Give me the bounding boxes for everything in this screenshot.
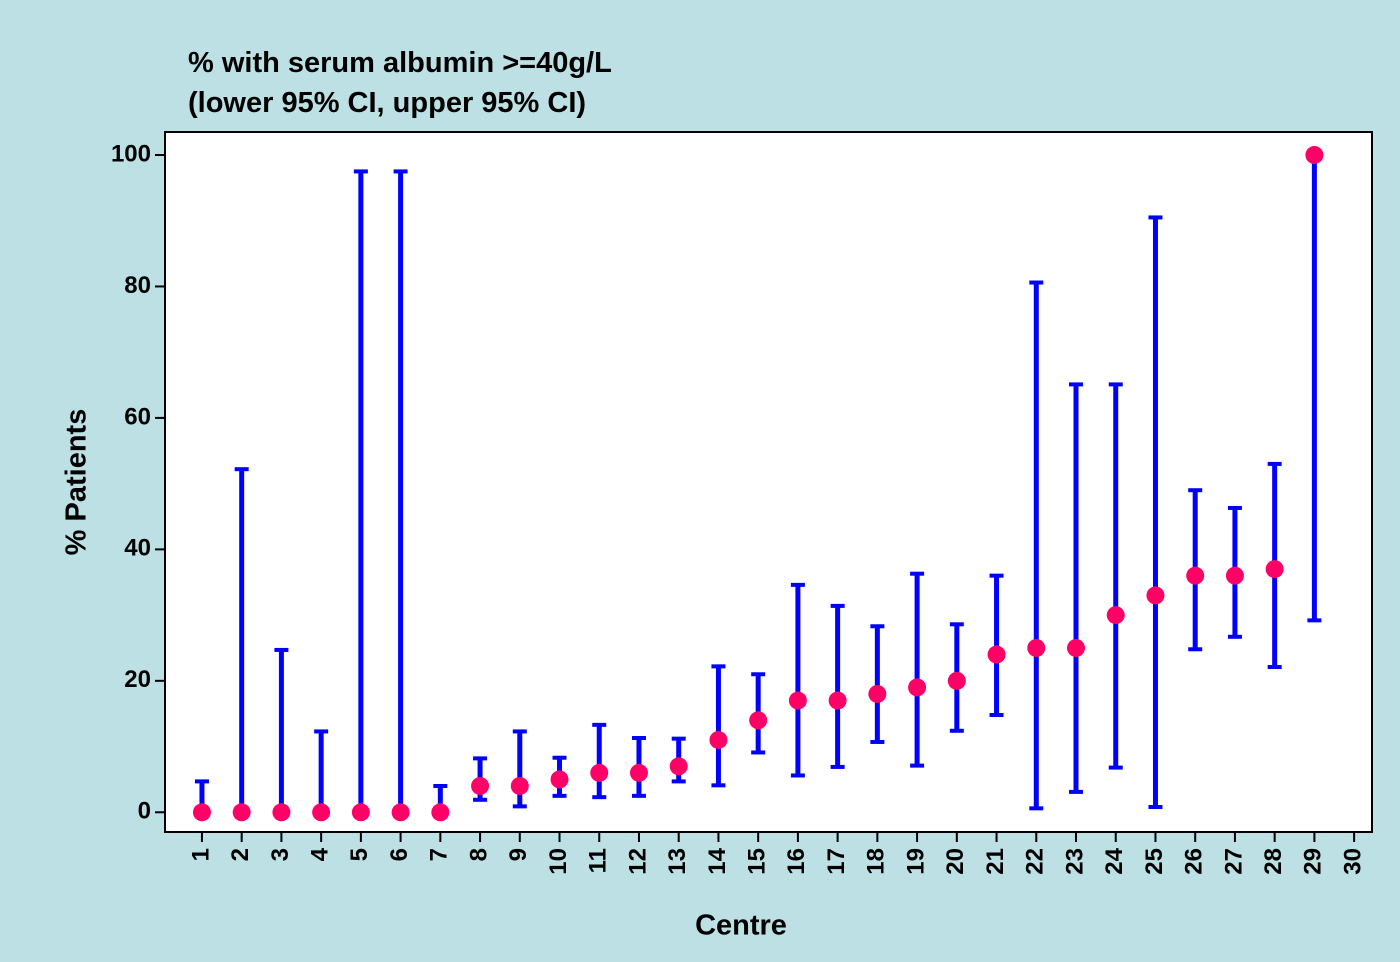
x-tick-label: 22 [1022,848,1049,875]
point [312,803,331,822]
x-tick-label: 7 [426,848,453,861]
point [947,671,966,690]
y-tick-label: 100 [111,140,151,167]
x-tick-label: 15 [744,848,771,875]
x-tick-label: 16 [783,848,810,875]
x-tick-label: 20 [942,848,969,875]
point [788,691,807,710]
x-tick-label: 8 [465,848,492,861]
point [192,803,211,822]
point [232,803,251,822]
point [709,730,728,749]
y-tick-label: 40 [124,535,151,562]
point [629,763,648,782]
x-tick-label: 30 [1339,848,1366,875]
x-tick-label: 14 [704,847,731,874]
point [351,803,370,822]
x-tick-label: 10 [545,848,572,875]
point [1186,566,1205,585]
y-tick-label: 20 [124,666,151,693]
x-tick-label: 26 [1181,848,1208,875]
x-tick-label: 4 [306,847,333,861]
plot-area [164,131,1373,833]
point [471,776,490,795]
x-tick-label: 2 [227,848,254,861]
x-tick-label: 3 [267,848,294,861]
x-tick-label: 19 [902,848,929,875]
x-tick-label: 12 [624,848,651,875]
point [510,776,529,795]
chart-title: % with serum albumin >=40g/L [188,47,612,79]
x-tick-label: 23 [1061,848,1088,875]
point [1225,566,1244,585]
x-tick-label: 21 [982,848,1009,875]
point [1067,638,1086,657]
point [272,803,291,822]
point [749,711,768,730]
x-tick-label: 27 [1220,848,1247,875]
point [868,684,887,703]
point [590,763,609,782]
point [1305,146,1324,165]
x-tick-label: 9 [505,848,532,861]
x-tick-label: 6 [386,848,413,861]
x-tick-label: 17 [823,848,850,875]
point [1027,638,1046,657]
point [908,678,927,697]
x-tick-label: 18 [863,848,890,875]
x-tick-label: 5 [346,848,373,861]
point [987,645,1006,664]
x-tick-label: 11 [585,848,612,873]
point [1265,560,1284,579]
x-tick-label: 13 [664,848,691,875]
x-axis-label: Centre [695,910,787,942]
point [431,803,450,822]
y-tick-label: 60 [124,403,151,430]
point [391,803,410,822]
x-tick-label: 25 [1141,848,1168,875]
y-tick-label: 0 [138,798,151,825]
chart-subtitle: (lower 95% CI, upper 95% CI) [188,87,586,119]
point [1146,586,1165,605]
x-tick-label: 28 [1260,848,1287,875]
point [828,691,847,710]
y-axis-label: % Patients [61,409,93,556]
x-tick-label: 29 [1300,848,1327,875]
point [1106,606,1125,625]
point [669,757,688,776]
x-tick-label: 1 [187,848,214,861]
y-tick-label: 80 [124,272,151,299]
x-tick-label: 24 [1101,847,1128,874]
point [550,770,569,789]
